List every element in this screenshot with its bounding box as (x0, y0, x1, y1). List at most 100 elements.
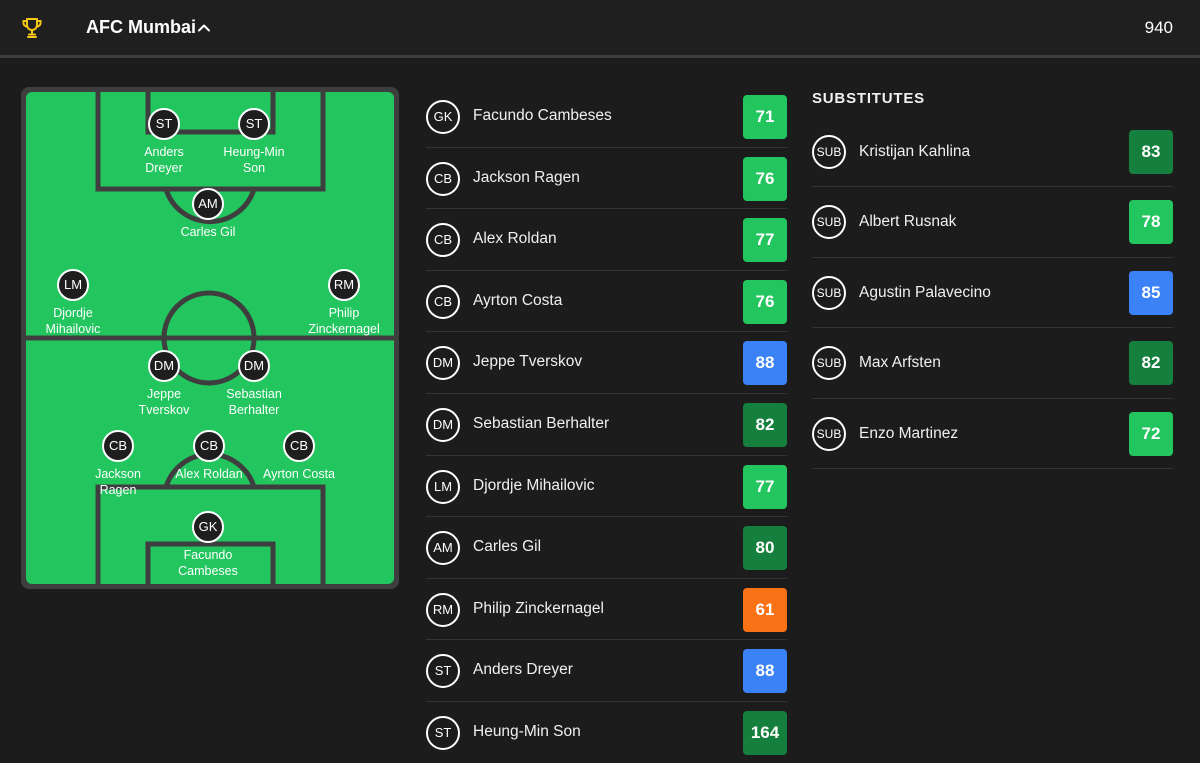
pitch-player-name-line: Facundo Cambeses (178, 548, 238, 578)
pitch-player-name-line: Ayrton Costa (262, 467, 336, 481)
pitch-player-token[interactable]: AM Carles Gil (163, 188, 253, 240)
player-row[interactable]: LM Djordje Mihailovic 77 (426, 456, 787, 518)
player-score: 85 (1129, 270, 1173, 315)
position-badge: DM (148, 350, 180, 382)
pitch-player-name-line: Jackson (95, 467, 141, 481)
pitch-player-name: Facundo Cambeses (163, 547, 253, 579)
position-badge: CB (426, 284, 460, 319)
pitch-player-name: Jeppe Tverskov (119, 386, 209, 418)
pitch-player-token[interactable]: CB Alex Roldan (164, 430, 254, 482)
pitch-player-name-line: Philip (328, 306, 360, 320)
player-row[interactable]: CB Alex Roldan 77 (426, 209, 787, 271)
position-badge: AM (192, 188, 224, 220)
pitch-player-name: Alex Roldan (164, 466, 254, 482)
pitch-field: ST Anders Dreyer ST Heung-Min Son AM Carles Gil… (26, 92, 394, 584)
player-row[interactable]: ST Anders Dreyer 88 (426, 640, 787, 702)
player-row[interactable]: SUB Max Arfsten 82 (812, 328, 1173, 399)
player-row[interactable]: CB Ayrton Costa 76 (426, 271, 787, 333)
top-bar: AFC Mumbai 940 (0, 0, 1200, 58)
total-points: 940 (1144, 18, 1173, 37)
player-score: 164 (743, 710, 787, 755)
position-badge: AM (426, 531, 460, 566)
pitch-player-token[interactable]: DM Sebastian Berhalter (209, 350, 299, 418)
pitch-player-token[interactable]: CB Jackson Ragen (73, 430, 163, 498)
pitch-lines (26, 92, 394, 584)
player-name: Alex Roldan (473, 230, 557, 248)
player-name: Kristijan Kahlina (859, 143, 971, 160)
position-badge: LM (426, 469, 460, 504)
player-row[interactable]: DM Sebastian Berhalter 82 (426, 394, 787, 456)
position-badge: RM (328, 269, 360, 301)
chevron-up-icon[interactable] (196, 20, 212, 36)
player-name: Jeppe Tverskov (473, 353, 583, 371)
position-badge: ST (426, 715, 460, 750)
pitch-player-name-line: Sebastian (226, 387, 282, 401)
player-name: Jackson Ragen (473, 168, 580, 186)
player-row[interactable]: CB Jackson Ragen 76 (426, 148, 787, 210)
player-name: Philip Zinckernagel (473, 599, 604, 617)
position-badge: DM (238, 350, 270, 382)
player-name: Enzo Martinez (859, 424, 959, 442)
position-badge: DM (426, 407, 460, 442)
player-name: Sebastian Berhalter (473, 414, 610, 432)
player-score: 78 (1129, 200, 1173, 245)
trophy-icon[interactable] (20, 16, 44, 40)
pitch-player-name: Ayrton Costa (254, 466, 344, 482)
pitch-player-name: Djordje Mihailovic (28, 305, 118, 337)
pitch-player-token[interactable]: GK Facundo Cambeses (163, 511, 253, 579)
position-badge: SUB (812, 205, 846, 240)
pitch-player-name-line: Ragen (99, 483, 137, 497)
player-row[interactable]: GK Facundo Cambeses 71 (426, 86, 787, 148)
pitch-player-name-line: Djordje (53, 306, 93, 320)
player-row[interactable]: AM Carles Gil 80 (426, 517, 787, 579)
player-name: Carles Gil (473, 538, 542, 556)
player-score: 76 (743, 279, 787, 324)
position-badge: ST (238, 108, 270, 140)
pitch-player-name-line: Mihailovic (45, 322, 101, 336)
position-badge: SUB (812, 416, 846, 451)
player-name: Heung-Min Son (473, 722, 581, 740)
pitch-player-name: Sebastian Berhalter (209, 386, 299, 418)
player-name: Facundo Cambeses (473, 107, 612, 124)
position-badge: GK (426, 100, 460, 134)
lineup-list: GK Facundo Cambeses 71 CB Jackson Ragen 76 CB A… (426, 86, 787, 763)
position-badge: SUB (812, 135, 846, 169)
position-badge: CB (193, 430, 225, 462)
team-name[interactable]: AFC Mumbai (86, 17, 196, 37)
player-row[interactable]: DM Jeppe Tverskov 88 (426, 332, 787, 394)
player-score: 61 (743, 587, 787, 632)
pitch-player-token[interactable]: RM Philip Zinckernagel (299, 269, 389, 337)
player-score: 77 (743, 464, 787, 509)
pitch-player-token[interactable]: ST Heung-Min Son (209, 108, 299, 176)
pitch-player-name-line: Jeppe (146, 387, 182, 401)
player-name: Ayrton Costa (473, 291, 563, 309)
player-score: 71 (743, 95, 787, 139)
pitch-player-name-line: Carles Gil (180, 225, 236, 239)
substitutes-list: SUB Kristijan Kahlina 83 SUB Albert Rusnak 78… (812, 117, 1173, 469)
pitch-player-name: Philip Zinckernagel (299, 305, 389, 337)
pitch-player-token[interactable]: ST Anders Dreyer (119, 108, 209, 176)
pitch-player-name: Jackson Ragen (73, 466, 163, 498)
player-row[interactable]: ST Heung-Min Son 164 (426, 702, 787, 763)
position-badge: CB (426, 161, 460, 196)
player-name: Djordje Mihailovic (473, 476, 595, 494)
pitch-player-token[interactable]: LM Djordje Mihailovic (28, 269, 118, 337)
player-score: 88 (743, 649, 787, 694)
pitch-player-token[interactable]: DM Jeppe Tverskov (119, 350, 209, 418)
pitch-player-name-line: Alex Roldan (175, 467, 243, 481)
pitch-player-name-line: Anders (144, 145, 184, 159)
pitch-player-name-line: Berhalter (228, 403, 280, 417)
player-score: 76 (743, 156, 787, 201)
player-row[interactable]: SUB Enzo Martinez 72 (812, 399, 1173, 469)
pitch-player-token[interactable]: CB Ayrton Costa (254, 430, 344, 482)
pitch-player-name-line: Tverskov (138, 403, 190, 417)
player-row[interactable]: SUB Agustin Palavecino 85 (812, 258, 1173, 329)
player-row[interactable]: RM Philip Zinckernagel 61 (426, 579, 787, 641)
player-row[interactable]: SUB Albert Rusnak 78 (812, 187, 1173, 258)
position-badge: GK (192, 511, 224, 543)
player-name: Albert Rusnak (859, 213, 957, 231)
player-score: 77 (743, 218, 787, 263)
pitch-player-name: Anders Dreyer (119, 144, 209, 176)
player-score: 83 (1129, 130, 1173, 174)
player-row[interactable]: SUB Kristijan Kahlina 83 (812, 117, 1173, 188)
